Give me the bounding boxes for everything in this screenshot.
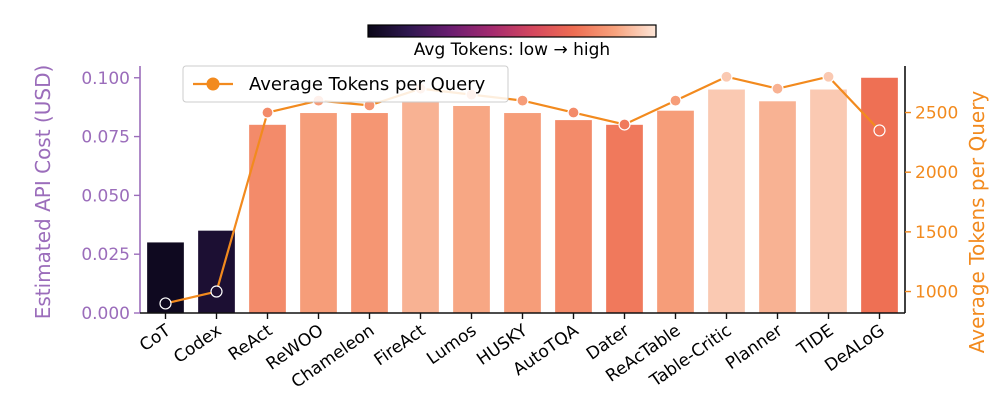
tokens-point-dealog <box>873 124 886 137</box>
y-tick-label-right: 2000 <box>915 163 958 183</box>
tokens-point-cot <box>159 297 172 310</box>
tokens-point-codex <box>210 285 223 298</box>
tokens-point-planner <box>771 82 784 95</box>
bar-autotqa <box>555 120 592 313</box>
bar-dater <box>606 124 643 313</box>
bar-lumos <box>453 105 490 313</box>
bar-tide <box>810 89 847 314</box>
x-tick-label: Lumos <box>423 321 480 369</box>
colorbar-gradient <box>367 24 657 38</box>
bar-reactable <box>657 110 694 313</box>
tokens-point-dater <box>618 118 631 131</box>
y-tick-label-left: 0.000 <box>81 304 130 324</box>
y-tick-label-left: 0.075 <box>81 128 130 148</box>
x-tick-label: CoT <box>136 320 175 355</box>
tokens-point-tide <box>822 70 835 83</box>
x-tick-label: FireAct <box>371 321 430 371</box>
legend-entry-tokens: Average Tokens per Query <box>249 74 486 95</box>
bar-husky <box>504 113 541 313</box>
y-tick-label-right: 1000 <box>915 283 958 303</box>
x-tick-label: Codex <box>170 321 225 368</box>
y-tick-labels-left: 0.000 0.025 0.050 0.075 0.100 <box>81 69 140 324</box>
colorbar-label: Avg Tokens: low → high <box>414 40 610 60</box>
tokens-point-autotqa <box>567 106 580 119</box>
bar-rewoo <box>300 113 337 313</box>
tokens-point-reactable <box>669 94 682 107</box>
tokens-point-husky <box>516 94 529 107</box>
y-tick-label-left: 0.025 <box>81 245 130 265</box>
y-axis-title-left: Estimated API Cost (USD) <box>31 65 55 320</box>
bar-group <box>147 77 898 314</box>
bar-planner <box>759 101 796 314</box>
bar-fireact <box>402 101 439 314</box>
legend-box <box>182 65 509 103</box>
bar-dealog <box>861 77 898 313</box>
y-tick-label-left: 0.050 <box>81 186 130 206</box>
tokens-point-react <box>261 106 274 119</box>
bar-codex <box>198 230 235 313</box>
legend-marker-swatch <box>206 77 220 91</box>
legend: Average Tokens per Query <box>182 65 509 103</box>
bar-react <box>249 124 286 313</box>
colorbar: Avg Tokens: low → high <box>367 24 657 60</box>
y-tick-label-left: 0.100 <box>81 69 130 89</box>
y-tick-labels-right: 1000 1500 2000 2500 <box>905 104 958 303</box>
y-axis-title-right: Average Tokens per Query <box>965 91 989 354</box>
y-tick-label-right: 2500 <box>915 104 958 124</box>
y-tick-label-right: 1500 <box>915 223 958 243</box>
tokens-point-table-critic <box>720 70 733 83</box>
bar-chameleon <box>351 113 388 313</box>
bar-table-critic <box>708 89 745 314</box>
x-tick-label: Planner <box>722 321 786 374</box>
